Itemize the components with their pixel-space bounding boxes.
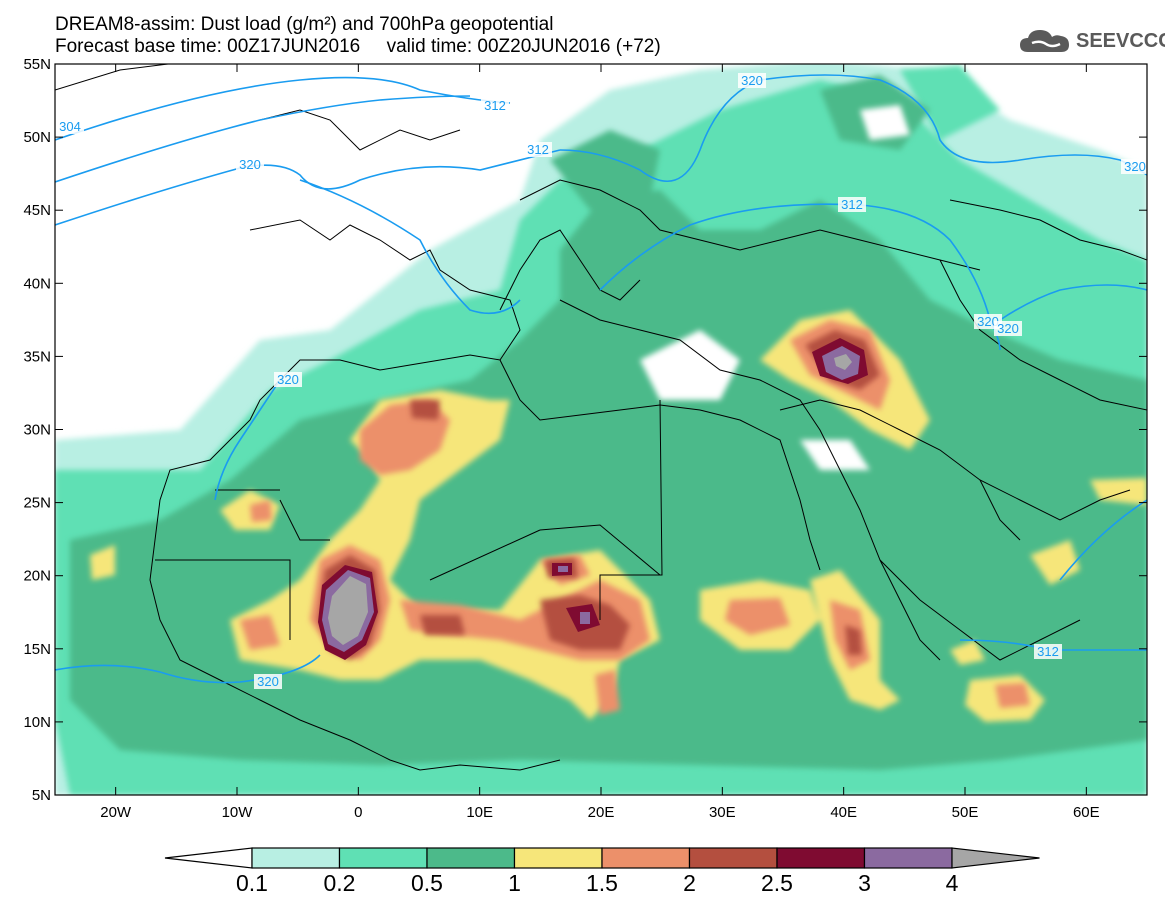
contour-label-bg [274,372,302,387]
lat-label: 20N [23,568,51,585]
contour-label: 312 [527,142,549,157]
contour-label: 320 [977,314,999,329]
contour-label: 320 [741,73,763,88]
country-borders [55,64,1147,771]
map-title: DREAM8-assim: Dust load (g/m²) and 700hP… [55,14,554,35]
contour-label: 320 [277,372,299,387]
colorbar-segment [426,847,516,869]
contour-label: 320 [257,674,279,689]
contour-label-bg [524,142,552,157]
colorbar-label: 1.5 [586,870,618,896]
contour-label-bg [254,674,282,689]
lon-label: 10E [466,804,493,821]
colorbar-label: 0.2 [324,870,356,896]
colorbar-segment [776,847,866,869]
contour-label-bg [738,73,766,88]
logo-text: SEEVCCC [1076,29,1165,52]
lat-label: 15N [23,641,51,658]
contour-label-bg [236,157,264,172]
lat-label: 35N [23,348,51,365]
contour-label: 320 [997,321,1019,336]
colorbar-label: 0.5 [411,870,443,896]
contour-label: 320 [239,157,261,172]
colorbar-segment [338,847,428,869]
lon-label: 20E [588,804,615,821]
map-subtitle: Forecast base time: 00Z17JUN2016 valid t… [55,36,661,57]
lon-label: 30E [709,804,736,821]
contour-label: 304 [59,119,81,134]
geopotential-contours [55,74,1147,684]
cloud-icon [1020,30,1069,52]
latitude-axis: 55N 50N 45N 40N 35N 30N 25N 20N 15N 10N 5N [23,56,1147,804]
lon-label: 10W [222,804,254,821]
colorbar-segment [688,847,778,869]
lat-label: 25N [23,495,51,512]
colorbar-segment [251,847,341,869]
longitude-axis: 20W 10W 0 10E 20E 30E 40E 50E 60E [100,64,1100,821]
contour-label-bg [1034,644,1062,659]
colorbar-label: 1 [508,870,521,896]
lon-label: 40E [830,804,857,821]
contour-label-bg [1121,159,1149,174]
lat-label: 10N [23,714,51,731]
contour-label: 312 [841,197,863,212]
colorbar-label: 2.5 [761,870,793,896]
lat-label: 5N [32,787,51,804]
contour-label-bg [56,119,84,134]
colorbar-label: 3 [858,870,871,896]
colorbar-label: 0.1 [236,870,268,896]
lat-label: 50N [23,129,51,146]
colorbar-label: 4 [946,870,959,896]
dust-level-4 [328,354,852,645]
lat-label: 55N [23,56,51,73]
contour-label-bg [838,197,866,212]
colorbar-lower-arrow [164,847,253,869]
colorbar-segment [601,847,691,869]
colorbar-label: 2 [683,870,696,896]
lon-label: 60E [1073,804,1100,821]
colorbar-upper-arrow [951,847,1040,869]
contour-label: 320 [1124,159,1146,174]
contour-label: 312 [484,98,506,113]
lat-label: 30N [23,422,51,439]
seevccc-logo: SEEVCCC [1018,24,1165,58]
contour-label: 312 [1037,644,1059,659]
contour-label-bg [994,321,1022,336]
low-dust-areas [640,105,910,470]
lon-label: 50E [952,804,979,821]
colorbar-segment [863,847,953,869]
lon-label: 20W [100,804,132,821]
colorbar-segment [513,847,603,869]
contour-label-bg [481,98,509,113]
lat-label: 40N [23,275,51,292]
lat-label: 45N [23,202,51,219]
lon-label: 0 [354,804,362,821]
colorbar: 0.1 0.2 0.5 1 1.5 2 2.5 3 4 [164,847,1040,896]
